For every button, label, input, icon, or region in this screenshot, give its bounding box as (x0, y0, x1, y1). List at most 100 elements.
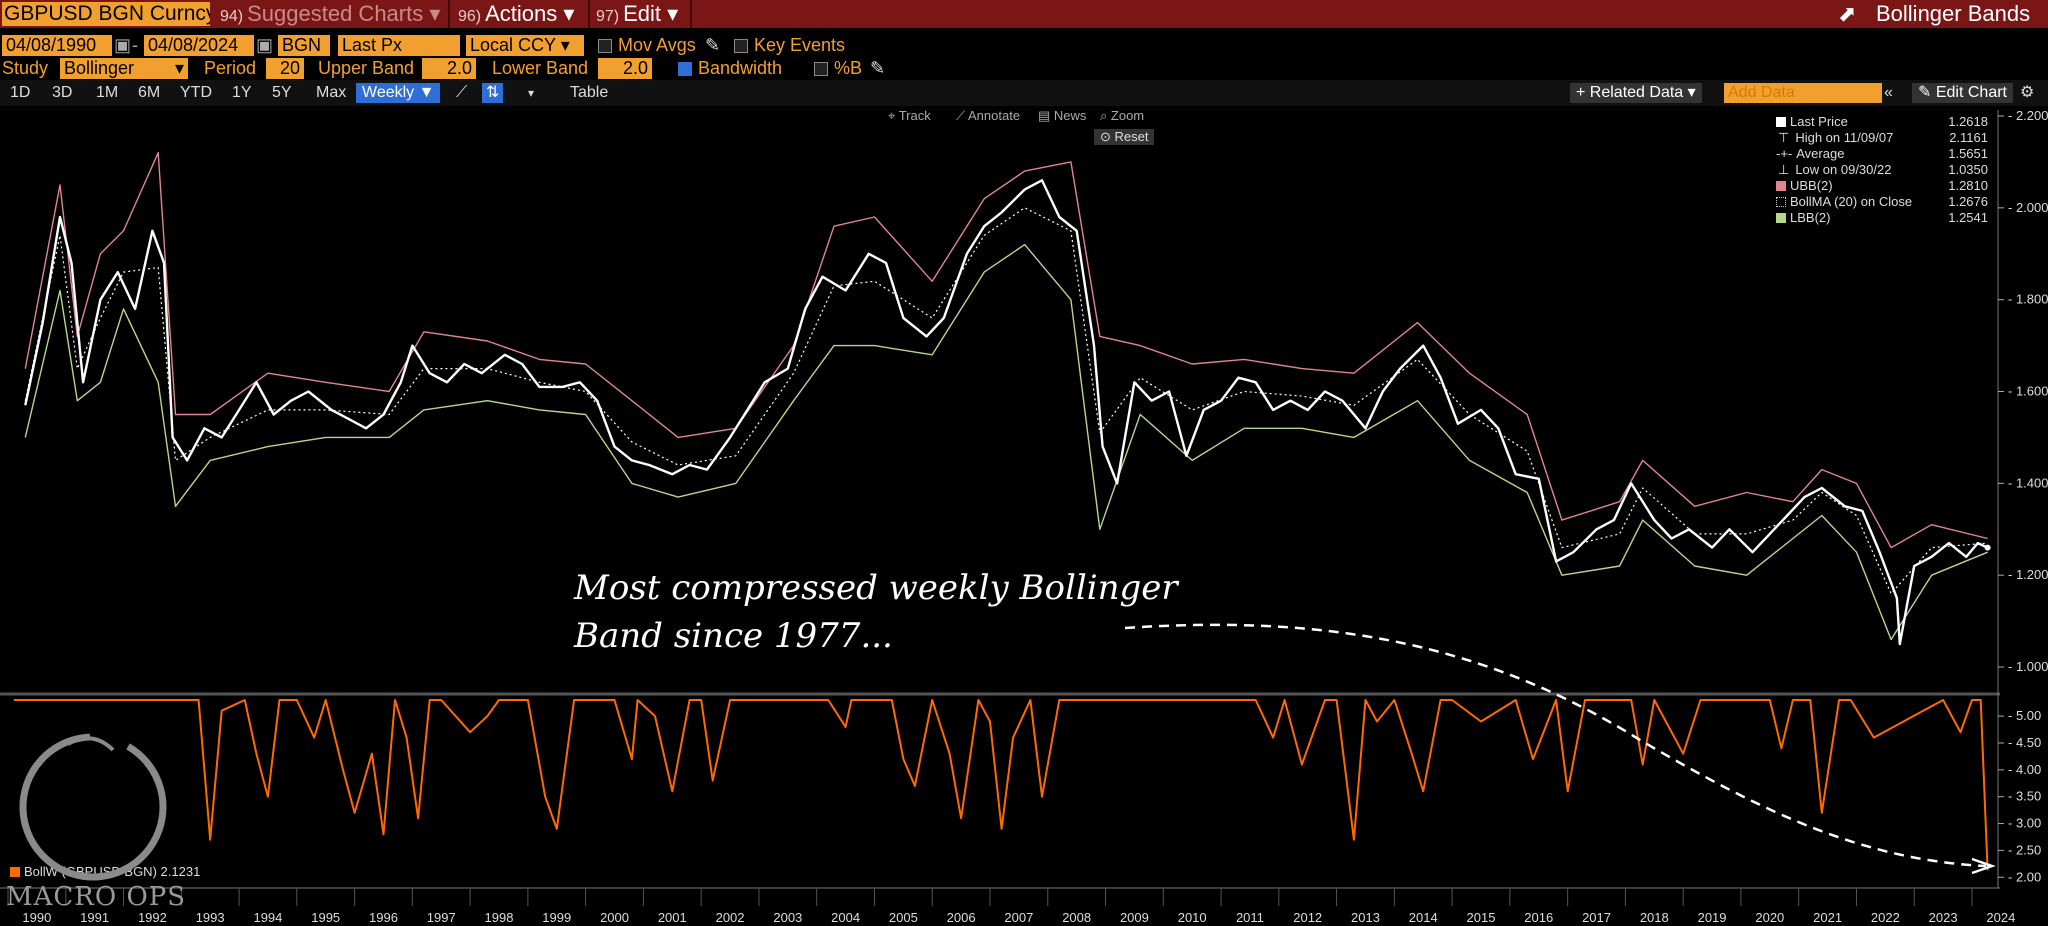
legend-swatch (1776, 213, 1786, 223)
calendar-icon[interactable]: ▣ (256, 35, 274, 55)
edit-number: 97) (596, 8, 620, 25)
calendar-icon[interactable]: ▣ (114, 35, 132, 55)
period-label: Period (204, 58, 257, 78)
x-tick-label: 2003 (773, 910, 802, 925)
pencil-icon: ✎ (1918, 84, 1936, 101)
x-tick-label: 1999 (542, 910, 571, 925)
y-tick-label: - 3.00 (2008, 816, 2041, 831)
currency-value: Local CCY (470, 35, 556, 55)
range-1m[interactable]: 1M (96, 84, 119, 101)
suggested-charts-menu[interactable]: 94) Suggested Charts ▾ (220, 1, 441, 26)
y-tick-label: - 2.50 (2008, 842, 2041, 857)
edit-label: Edit (623, 1, 662, 26)
legend-label: High on 11/09/07 (1795, 130, 1894, 145)
range-ytd[interactable]: YTD (180, 84, 212, 101)
y-tick-label: - 4.00 (2008, 762, 2041, 777)
reset-icon: ⊙ (1100, 129, 1115, 144)
field-selector[interactable]: Last Px (338, 35, 460, 56)
x-tick-label: 2024 (1986, 910, 2015, 925)
legend-label: Low on 09/30/22 (1795, 162, 1892, 177)
study-selector[interactable]: Bollinger ▾ (60, 58, 188, 79)
end-date-field[interactable]: 04/08/2024 (144, 35, 254, 56)
x-tick-label: 2016 (1524, 910, 1553, 925)
x-tick-label: 2000 (600, 910, 629, 925)
reset-label: Reset (1114, 129, 1149, 144)
legend-value: 1.2676 (1948, 194, 1988, 209)
upper-band-line (24, 151, 1988, 549)
legend-label: BollMA (20) on Close (1790, 194, 1913, 209)
legend-value: 1.2541 (1948, 210, 1988, 225)
legend-swatch (1776, 117, 1786, 127)
range-1y[interactable]: 1Y (232, 84, 252, 101)
legend-value: 1.2618 (1948, 114, 1988, 129)
range-max[interactable]: Max (316, 84, 347, 101)
source-field[interactable]: BGN (278, 35, 330, 56)
range-1d[interactable]: 1D (10, 84, 31, 101)
zoom-tool[interactable]: ⌕ Zoom (1100, 108, 1145, 123)
x-tick-label: 2004 (831, 910, 860, 925)
macro-ops-logo-icon (19, 733, 167, 881)
x-tick-label: 1997 (427, 910, 456, 925)
top-menu-bar (0, 0, 2048, 28)
x-tick-label: 2009 (1120, 910, 1149, 925)
popout-icon[interactable]: ⬈ (1838, 1, 1857, 26)
arrow-head-icon (1971, 857, 1996, 875)
lower-band-field[interactable]: 2.0 (598, 58, 652, 79)
moving-average-line (24, 207, 1988, 595)
legend-label: LBB(2) (1790, 210, 1831, 225)
menu-divider (448, 0, 450, 28)
annotation-line-2: Band since 1977... (574, 616, 893, 656)
range-3d[interactable]: 3D (52, 84, 73, 101)
pencil-icon[interactable]: ✎ (705, 35, 721, 55)
study-value: Bollinger (64, 58, 135, 78)
key-events-checkbox[interactable] (734, 39, 748, 53)
collapse-icon[interactable]: « (1884, 84, 1893, 101)
x-tick-label: 1995 (311, 910, 340, 925)
frequency-selector[interactable]: Weekly ▼ (356, 83, 441, 103)
start-date-field[interactable]: 04/08/1990 (2, 35, 112, 56)
chevron-down-icon[interactable]: ▾ (528, 86, 535, 100)
suggested-charts-number: 94) (220, 8, 244, 25)
edit-chart-button[interactable]: ✎ Edit Chart (1912, 83, 2013, 103)
low-marker-icon: ⊥ (1778, 162, 1790, 177)
actions-menu[interactable]: 96) Actions ▾ (458, 1, 575, 26)
track-label: Track (898, 108, 931, 123)
bandwidth-line (13, 699, 1989, 871)
pencil-icon[interactable]: ✎ (870, 58, 886, 78)
edit-menu[interactable]: 97) Edit ▾ (596, 1, 679, 26)
upper-band-field[interactable]: 2.0 (422, 58, 476, 79)
legend-low: ⊥ Low on 09/30/22 1.0350 (1776, 162, 1988, 178)
pctb-checkbox[interactable] (814, 62, 828, 76)
add-data-input[interactable]: Add Data (1724, 83, 1882, 103)
bar-chart-icon[interactable]: ⇅ (482, 83, 504, 103)
ticker-field[interactable]: GBPUSD BGN Curncy (2, 2, 210, 26)
annotation-arrow (1124, 623, 1987, 868)
x-tick-label: 1993 (196, 910, 225, 925)
currency-selector[interactable]: Local CCY ▾ (466, 35, 584, 56)
lower-band-label: Lower Band (492, 58, 589, 78)
bandwidth-checkbox[interactable] (678, 62, 692, 76)
x-tick-label: 2010 (1178, 910, 1207, 925)
track-tool[interactable]: ⌖ Track (888, 108, 931, 123)
edit-chart-label: Edit Chart (1935, 84, 2007, 101)
range-6m[interactable]: 6M (138, 84, 161, 101)
x-tick-label: 2015 (1467, 910, 1496, 925)
y-tick-label: - 2.2000 (2008, 108, 2048, 123)
annotate-tool[interactable]: ⟋ Annotate (956, 108, 1021, 123)
news-tool[interactable]: ▤ News (1038, 108, 1087, 123)
table-button[interactable]: Table (570, 84, 609, 101)
reset-button[interactable]: ⊙ Reset (1094, 129, 1155, 145)
y-tick-label: - 1.0000 (2008, 659, 2048, 674)
range-5y[interactable]: 5Y (272, 84, 292, 101)
x-tick-label: 1994 (253, 910, 282, 925)
related-data-button[interactable]: + Related Data ▾ (1570, 83, 1702, 103)
y-tick-label: - 1.8000 (2008, 292, 2048, 307)
zoom-label: Zoom (1110, 108, 1145, 123)
actions-label: Actions (485, 1, 558, 26)
line-chart-icon[interactable]: ⟋ (456, 84, 468, 101)
period-field[interactable]: 20 (266, 58, 304, 79)
mov-avgs-checkbox[interactable] (598, 39, 612, 53)
annotate-label: Annotate (968, 108, 1021, 123)
gear-icon[interactable]: ⚙ (2020, 84, 2035, 101)
